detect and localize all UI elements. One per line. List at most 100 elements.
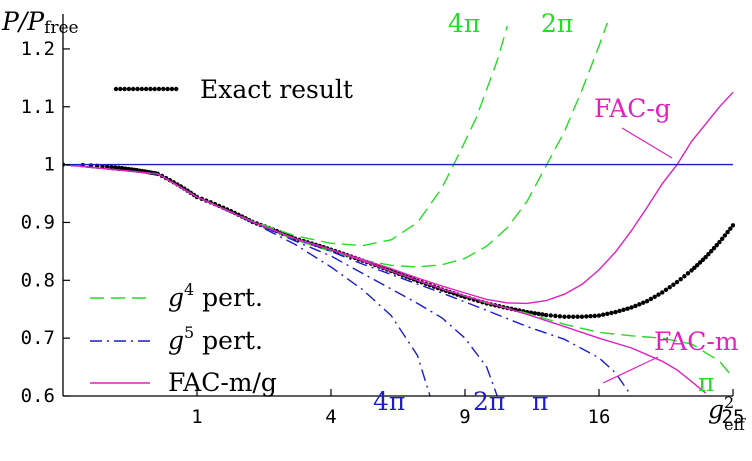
series-exact-result-point: [697, 260, 703, 265]
legend-swatch-dot: [174, 86, 179, 92]
annot-fac-m: FAC-m: [654, 327, 739, 356]
series-fac-g: [63, 91, 734, 305]
series-exact-result-point: [536, 311, 541, 317]
series-exact-result-point: [685, 271, 691, 276]
series-exact-result-point: [671, 282, 676, 287]
legend-label: FAC-m/g: [168, 368, 277, 397]
series-exact-result-point: [596, 313, 602, 318]
series-g5-pert-4: [63, 163, 431, 396]
series-exact-result-point: [109, 164, 114, 170]
annot-g5-pi: π: [532, 387, 548, 416]
x-tick-label: 4: [325, 406, 336, 428]
series-exact-result-point: [584, 314, 589, 319]
legend-swatch-dot: [152, 86, 157, 92]
series-exact-result-point: [571, 314, 576, 319]
x-tick-label: 9: [459, 406, 470, 428]
series-exact-result-point: [633, 303, 638, 309]
y-tick-label: 0.7: [21, 327, 55, 349]
legend-swatch-dot: [139, 86, 144, 92]
series-exact-result-point: [566, 314, 572, 319]
legend-item-fac-mg: FAC-m/g: [90, 368, 277, 397]
series-exact-result-point: [663, 287, 669, 293]
series-exact-result-point: [652, 294, 657, 299]
series-exact-result-point: [613, 309, 618, 315]
legend-item-exact-result: Exact result: [113, 75, 353, 104]
series-exact-result-point: [719, 236, 725, 241]
annot-g4-4pi: 4π: [448, 9, 480, 38]
x-axis-label-sub: eff: [724, 415, 746, 434]
series-exact-result-point: [703, 254, 708, 260]
series-exact-result-point: [656, 292, 661, 297]
legend-swatch-dot: [165, 86, 170, 92]
series-exact-result-point: [116, 165, 122, 171]
series-exact-result-point: [625, 306, 630, 311]
series-exact-result-point: [120, 166, 125, 171]
series-exact-result: [63, 162, 735, 319]
series-exact-result-point: [644, 298, 650, 304]
series-g4-pert-2: [63, 22, 608, 268]
annot-fac-g: FAC-g: [594, 94, 671, 123]
series-exact-result-point: [722, 233, 728, 238]
series-exact-result-point: [629, 305, 634, 310]
ticks: 0.6 0.7 0.8 0.9 1 1.1 1.2 1 4 9 16 25: [21, 38, 745, 428]
legend-swatch-dot: [118, 86, 123, 92]
series-g4-pert-4: [63, 25, 509, 247]
series-exact-result-point: [714, 242, 719, 248]
plot-series: [63, 22, 735, 396]
annot-fac-m-leader: [602, 356, 659, 384]
series-g5-pert-2: [63, 163, 498, 396]
series-exact-result-point: [575, 314, 580, 319]
legend-swatch-dot: [143, 86, 149, 92]
series-exact-result-point: [728, 226, 733, 231]
y-axis-label-sub: free: [44, 18, 79, 38]
series-exact-result-point: [562, 314, 567, 319]
legend-swatch-dot: [156, 86, 162, 92]
legend-swatch-dot: [113, 86, 119, 92]
y-tick-label: 1.2: [21, 38, 55, 60]
legend-swatch-dot: [161, 86, 166, 92]
series-exact-result-point: [689, 268, 694, 273]
y-tick-label: 1: [44, 154, 55, 176]
series-exact-result-point: [617, 308, 622, 314]
series-exact-result-point: [725, 229, 730, 235]
y-tick-label: 0.9: [21, 211, 55, 233]
x-tick-label: 16: [588, 406, 611, 428]
series-exact-result-point: [540, 312, 545, 317]
legend: Exact result g4 pert. g5 pert. FAC-m/g: [90, 75, 353, 397]
legend-item-g5-pert: g5 pert.: [90, 323, 263, 355]
x-axis-label-sup: 2: [724, 393, 734, 412]
series-exact-result-point: [709, 248, 714, 254]
series-fac-m: [63, 163, 707, 394]
series-exact-result-point: [711, 245, 717, 251]
series-exact-result-point: [692, 265, 697, 271]
series-exact-result-point: [609, 310, 614, 316]
annot-g5-2pi: 2π: [473, 387, 505, 416]
series-exact-result-point: [588, 313, 593, 319]
series-exact-result-point: [605, 311, 610, 317]
legend-label: g5 pert.: [168, 323, 263, 355]
series-exact-result-point: [667, 285, 672, 290]
y-axis-label: P/Pfree: [1, 7, 79, 38]
x-tick-label: 1: [191, 406, 202, 428]
series-exact-result-point: [532, 311, 538, 316]
annot-g5-4pi: 4π: [373, 387, 405, 416]
series-exact-result-point: [621, 307, 626, 313]
series-exact-result-point: [641, 300, 646, 305]
series-exact-result-point: [674, 279, 680, 285]
legend-label-exact-result: Exact result: [200, 75, 353, 104]
legend-swatch-dot: [135, 86, 140, 92]
series-exact-result-point: [579, 314, 585, 319]
legend-swatch-dot: [131, 86, 136, 92]
series-exact-result-point: [543, 312, 549, 318]
annot-g4-2pi: 2π: [541, 9, 573, 38]
series-exact-result-point: [717, 239, 722, 245]
legend-label: g4 pert.: [168, 280, 263, 312]
legend-swatch-dot: [148, 86, 153, 92]
series-exact-result-point: [592, 313, 597, 319]
series-exact-result-point: [600, 312, 606, 317]
legend-swatch-dot: [126, 86, 132, 92]
legend-swatch-dot: [122, 86, 127, 92]
series-g5-pert: [63, 163, 633, 396]
series-exact-result-point: [706, 251, 711, 257]
